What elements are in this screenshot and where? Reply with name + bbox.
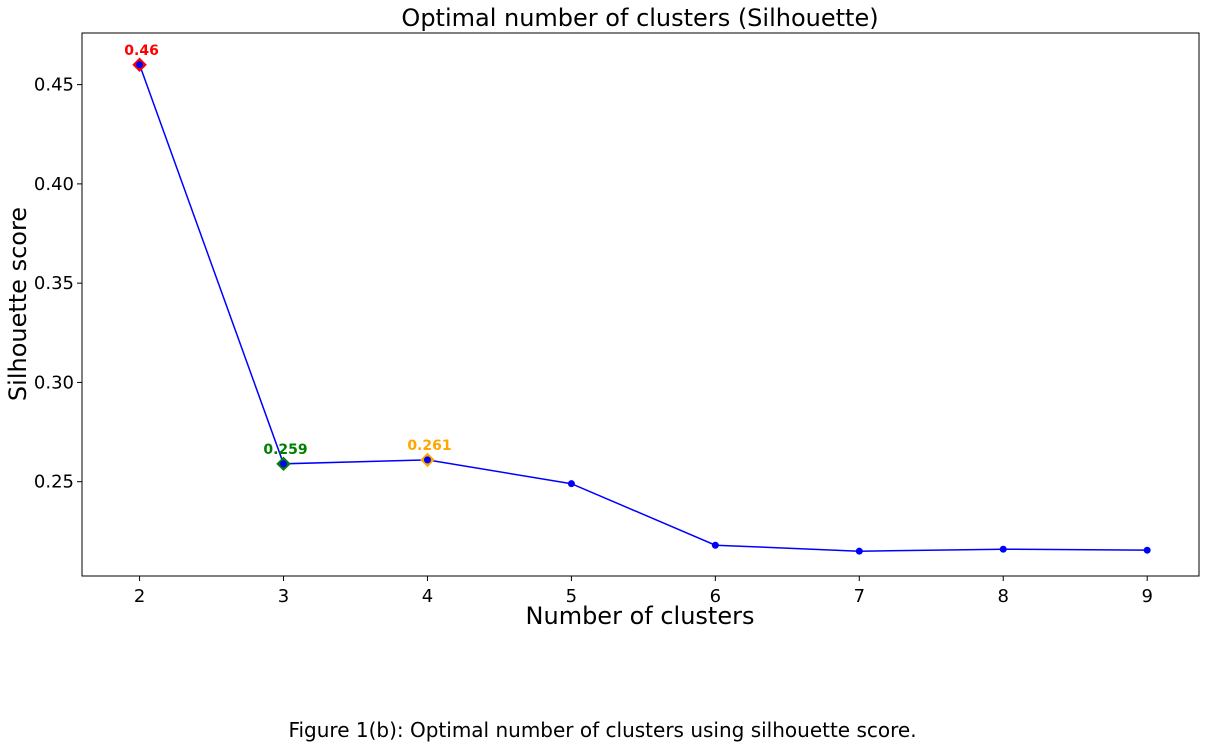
chart-title: Optimal number of clusters (Silhouette) [401,4,878,32]
x-tick-label: 3 [278,586,289,607]
x-tick-label: 4 [422,586,433,607]
y-tick-label: 0.45 [34,75,74,96]
x-axis-ticks: 2 3 4 5 6 7 8 9 [134,576,1153,607]
data-point [423,456,431,464]
x-tick-label: 5 [566,586,577,607]
x-tick-label: 2 [134,586,145,607]
highlight-value-label: 0.259 [263,442,307,458]
plot-frame [81,32,1200,577]
y-tick-label: 0.35 [34,273,74,294]
highlight-value-label: 0.261 [407,438,451,454]
data-point [855,547,863,555]
y-tick-label: 0.40 [34,174,74,195]
data-point [280,460,288,468]
data-point [1143,546,1151,554]
silhouette-chart: Optimal number of clusters (Silhouette) … [4,4,1200,630]
x-tick-label: 7 [854,586,865,607]
data-point [711,541,719,549]
silhouette-series-line [138,64,1148,552]
data-points [136,61,1151,555]
y-tick-label: 0.30 [34,372,74,393]
x-tick-label: 8 [998,586,1009,607]
highlight-labels: 0.46 0.259 0.261 [124,43,451,458]
data-point [999,545,1007,553]
y-axis-label: Silhouette score [4,207,32,401]
y-tick-label: 0.25 [34,472,74,493]
highlight-value-label: 0.46 [124,43,159,59]
y-axis-ticks: 0.25 0.30 0.35 0.40 0.45 [34,75,82,493]
x-tick-label: 9 [1141,586,1152,607]
highlight-markers [132,57,435,472]
x-tick-label: 6 [710,586,721,607]
figure-caption: Figure 1(b): Optimal number of clusters … [288,718,917,742]
data-point [567,480,575,488]
x-axis-label: Number of clusters [526,602,755,630]
data-point [136,61,144,69]
